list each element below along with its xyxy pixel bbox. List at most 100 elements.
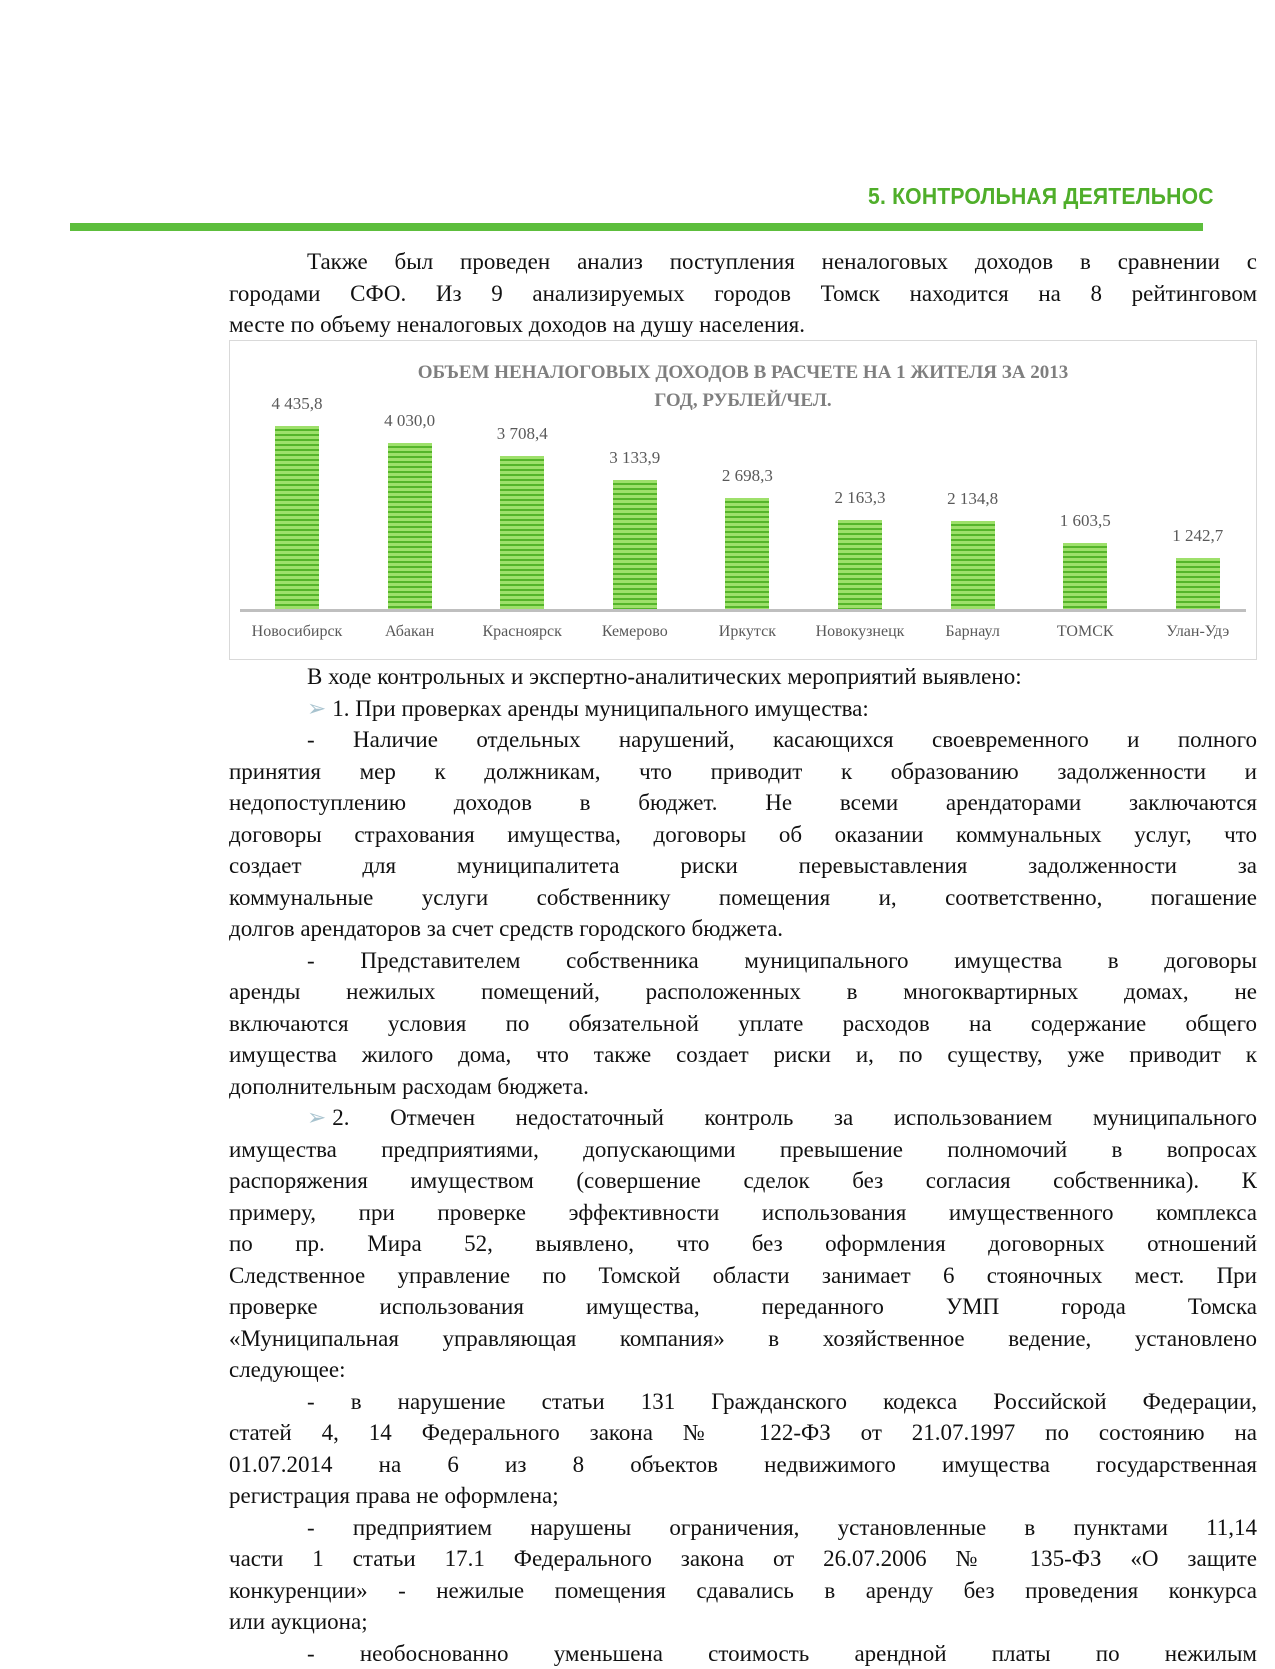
text-line-content: аренды нежилых помещений, расположенных … — [229, 979, 1257, 1004]
data-label: 2 163,3 — [805, 488, 915, 508]
text-line: недопоступлению доходов в бюджет. Не все… — [229, 787, 1257, 819]
category-label: Новосибирск — [241, 623, 353, 641]
text-line: имущества жилого дома, что также создает… — [229, 1039, 1257, 1071]
data-label: 2 134,8 — [918, 489, 1028, 509]
text-line-content: регистрация права не оформлена; — [229, 1483, 559, 1508]
bar-3 — [613, 480, 657, 609]
text-line-content: примеру, при проверке эффективности испо… — [229, 1200, 1257, 1225]
text-line-content: В ходе контрольных и экспертно-аналитиче… — [307, 664, 1022, 689]
section-title: 5. КОНТРОЛЬНАЯ ДЕЯТЕЛЬНОС — [868, 183, 1214, 210]
text-line-content: - Представителем собственника муниципаль… — [307, 948, 1257, 973]
text-line: коммунальные услуги собственнику помещен… — [229, 882, 1257, 914]
text-line-content: 01.07.2014 на 6 из 8 объектов недвижимог… — [229, 1452, 1257, 1477]
text-line-content: - Наличие отдельных нарушений, касающихс… — [307, 727, 1257, 752]
text-line-content: распоряжения имуществом (совершение сдел… — [229, 1168, 1257, 1193]
data-label: 2 698,3 — [692, 466, 802, 486]
text-line: части 1 статьи 17.1 Федерального закона … — [229, 1543, 1257, 1575]
text-line-content: Следственное управление по Томской облас… — [229, 1263, 1257, 1288]
data-label: 3 708,4 — [467, 424, 577, 444]
header-rule — [70, 223, 1203, 231]
text-line-content: по пр. Мира 52, выявлено, что без оформл… — [229, 1231, 1257, 1256]
text-line-content: - в нарушение статьи 131 Гражданского ко… — [307, 1389, 1257, 1414]
text-line-content: следующее: — [229, 1357, 346, 1382]
text-line-content: имущества жилого дома, что также создает… — [229, 1042, 1257, 1067]
text-line: статей 4, 14 Федерального закона № 122-Ф… — [229, 1417, 1257, 1449]
text-line-content: статей 4, 14 Федерального закона № 122-Ф… — [229, 1420, 1257, 1445]
text-line: - Представителем собственника муниципаль… — [229, 945, 1257, 977]
text-line: - в нарушение статьи 131 Гражданского ко… — [229, 1386, 1257, 1418]
text-line: распоряжения имуществом (совершение сдел… — [229, 1165, 1257, 1197]
arrow-bullet-icon: ➢ — [307, 1105, 326, 1130]
text-line-content: конкуренции» - нежилые помещения сдавали… — [229, 1578, 1257, 1603]
data-label: 1 242,7 — [1143, 526, 1253, 546]
text-line: городами СФО. Из 9 анализируемых городов… — [229, 278, 1257, 310]
text-line-content: 2. Отмечен недостаточный контроль за исп… — [332, 1105, 1257, 1130]
text-line: Также был проведен анализ поступления не… — [229, 246, 1257, 278]
text-line-content: принятия мер к должникам, что приводит к… — [229, 759, 1257, 784]
data-label: 3 133,9 — [580, 448, 690, 468]
text-line-content: дополнительным расходам бюджета. — [229, 1074, 589, 1099]
category-label: ТОМСК — [1029, 623, 1141, 641]
text-line: конкуренции» - нежилые помещения сдавали… — [229, 1575, 1257, 1607]
data-label: 4 435,8 — [242, 394, 352, 414]
category-label: Новокузнецк — [804, 623, 916, 641]
category-label: Кемерово — [579, 623, 691, 641]
text-line-content: коммунальные услуги собственнику помещен… — [229, 885, 1257, 910]
text-line-content: проверке использования имущества, переда… — [229, 1294, 1257, 1319]
arrow-bullet-icon: ➢ — [307, 696, 326, 721]
x-axis-line — [240, 609, 1246, 612]
text-line: - необоснованно уменьшена стоимость арен… — [229, 1638, 1257, 1669]
text-line: 01.07.2014 на 6 из 8 объектов недвижимог… — [229, 1449, 1257, 1481]
text-line-content: месте по объему неналоговых доходов на д… — [229, 312, 805, 337]
text-line-content: городами СФО. Из 9 анализируемых городов… — [229, 281, 1257, 306]
bar-0 — [275, 426, 319, 609]
text-line: - предприятием нарушены ограничения, уст… — [229, 1512, 1257, 1544]
text-line: дополнительным расходам бюджета. — [229, 1071, 1257, 1103]
bar-7 — [1063, 543, 1107, 609]
text-line-content: части 1 статьи 17.1 Федерального закона … — [229, 1546, 1257, 1571]
text-line: примеру, при проверке эффективности испо… — [229, 1197, 1257, 1229]
data-label: 4 030,0 — [355, 411, 465, 431]
text-line: регистрация права не оформлена; — [229, 1480, 1257, 1512]
bar-2 — [500, 456, 544, 609]
category-label: Иркутск — [691, 623, 803, 641]
category-label: Улан-Удэ — [1142, 623, 1254, 641]
text-line-content: или аукциона; — [229, 1609, 368, 1634]
data-label: 1 603,5 — [1030, 511, 1140, 531]
text-line: ➢2. Отмечен недостаточный контроль за ис… — [229, 1102, 1257, 1134]
text-line-content: - необоснованно уменьшена стоимость арен… — [307, 1641, 1257, 1666]
text-line-content: недопоступлению доходов в бюджет. Не все… — [229, 790, 1257, 815]
text-line: следующее: — [229, 1354, 1257, 1386]
text-line: или аукциона; — [229, 1606, 1257, 1638]
text-line: по пр. Мира 52, выявлено, что без оформл… — [229, 1228, 1257, 1260]
bar-6 — [951, 521, 995, 609]
text-line-content: 1. При проверках аренды муниципального и… — [332, 696, 869, 721]
bar-chart: ОБЪЕМ НЕНАЛОГОВЫХ ДОХОДОВ В РАСЧЕТЕ НА 1… — [229, 340, 1257, 660]
text-line-content: - предприятием нарушены ограничения, уст… — [307, 1515, 1257, 1540]
category-label: Красноярск — [466, 623, 578, 641]
bar-5 — [838, 520, 882, 609]
text-line: - Наличие отдельных нарушений, касающихс… — [229, 724, 1257, 756]
chart-title-line-1: ОБЪЕМ НЕНАЛОГОВЫХ ДОХОДОВ В РАСЧЕТЕ НА 1… — [230, 359, 1256, 387]
text-line-content: долгов арендаторов за счет средств город… — [229, 916, 783, 941]
text-line: договоры страхования имущества, договоры… — [229, 819, 1257, 851]
category-label: Барнаул — [917, 623, 1029, 641]
text-line: «Муниципальная управляющая компания» в х… — [229, 1323, 1257, 1355]
text-line: месте по объему неналоговых доходов на д… — [229, 309, 1257, 341]
text-line-content: Также был проведен анализ поступления не… — [307, 249, 1257, 274]
text-line: долгов арендаторов за счет средств город… — [229, 913, 1257, 945]
text-line-content: «Муниципальная управляющая компания» в х… — [229, 1326, 1257, 1351]
text-line-content: имущества предприятиями, допускающими пр… — [229, 1137, 1257, 1162]
text-line: включаются условия по обязательной уплат… — [229, 1008, 1257, 1040]
text-line-content: создает для муниципалитета риски перевыс… — [229, 853, 1257, 878]
category-label: Абакан — [354, 623, 466, 641]
text-line-content: договоры страхования имущества, договоры… — [229, 822, 1257, 847]
bar-1 — [388, 443, 432, 609]
bar-8 — [1176, 558, 1220, 609]
text-line: принятия мер к должникам, что приводит к… — [229, 756, 1257, 788]
text-line: В ходе контрольных и экспертно-аналитиче… — [229, 661, 1257, 693]
bar-4 — [725, 498, 769, 609]
text-line: Следственное управление по Томской облас… — [229, 1260, 1257, 1292]
text-line: ➢1. При проверках аренды муниципального … — [229, 693, 1257, 725]
text-line: проверке использования имущества, переда… — [229, 1291, 1257, 1323]
